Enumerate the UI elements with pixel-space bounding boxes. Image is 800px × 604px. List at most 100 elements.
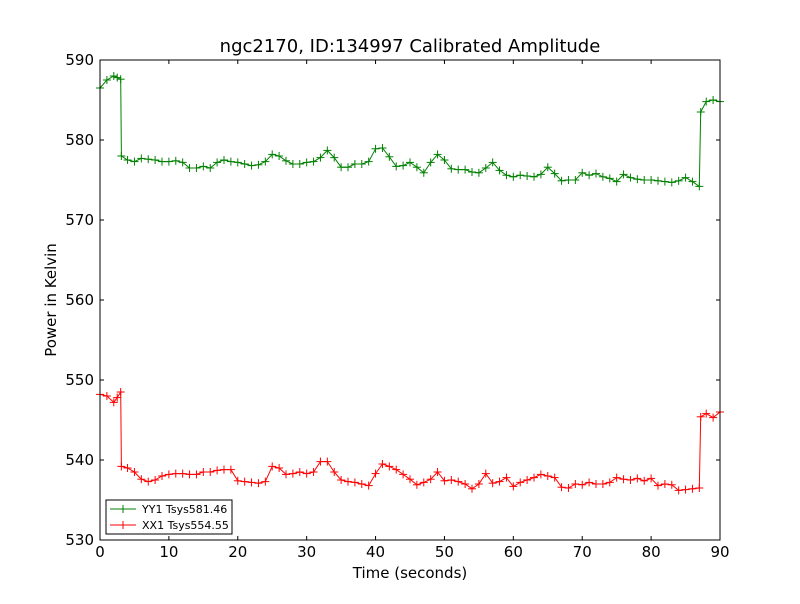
data-point-yy1 (419, 168, 428, 177)
data-point-xx1 (571, 480, 580, 488)
data-point-xx1 (619, 475, 628, 484)
legend: YY1 Tsys581.46 XX1 Tsys554.55 (105, 499, 233, 535)
data-point-yy1 (571, 176, 580, 184)
data-point-xx1 (192, 470, 201, 479)
data-point-yy1 (164, 157, 173, 166)
data-point-yy1 (323, 146, 332, 155)
data-point-xx1 (481, 469, 490, 478)
data-point-yy1 (309, 157, 318, 166)
series-layer (96, 72, 724, 495)
data-point-xx1 (640, 476, 649, 485)
data-point-xx1 (578, 480, 587, 489)
data-point-xx1 (605, 478, 614, 487)
data-point-yy1 (605, 174, 614, 183)
data-point-yy1 (226, 157, 235, 166)
data-point-xx1 (364, 481, 373, 490)
data-point-xx1 (302, 469, 311, 478)
data-point-xx1 (468, 484, 476, 493)
data-point-yy1 (275, 152, 284, 160)
data-point-xx1 (178, 469, 187, 478)
data-point-xx1 (440, 476, 449, 485)
data-point-xx1 (681, 485, 690, 494)
data-point-yy1 (647, 176, 656, 184)
data-point-xx1 (275, 464, 284, 472)
data-point-yy1 (433, 150, 442, 159)
data-point-xx1 (516, 478, 525, 487)
data-point-yy1 (261, 157, 270, 166)
data-point-xx1 (158, 472, 166, 480)
data-point-xx1 (488, 479, 497, 488)
data-point-yy1 (523, 172, 532, 180)
data-point-yy1 (385, 152, 394, 161)
data-point-yy1 (295, 160, 304, 168)
data-point-xx1 (226, 465, 235, 474)
data-point-yy1 (412, 163, 421, 172)
data-point-yy1 (447, 164, 456, 173)
data-point-yy1 (702, 97, 711, 106)
data-point-xx1 (254, 479, 263, 488)
data-point-xx1 (474, 480, 483, 488)
data-point-yy1 (488, 158, 497, 167)
data-point-xx1 (337, 476, 346, 484)
data-point-xx1 (688, 484, 697, 493)
data-point-xx1 (117, 462, 126, 471)
data-point-yy1 (406, 158, 414, 167)
data-point-yy1 (619, 170, 628, 179)
x-tick-label: 30 (297, 543, 316, 561)
data-point-yy1 (550, 169, 559, 178)
data-point-xx1 (399, 470, 408, 479)
data-point-xx1 (185, 470, 194, 479)
data-point-yy1 (598, 172, 607, 181)
data-point-xx1 (268, 462, 277, 471)
data-point-xx1 (667, 480, 676, 489)
data-point-xx1 (461, 480, 470, 488)
data-point-xx1 (137, 475, 146, 484)
data-point-yy1 (440, 156, 449, 164)
data-point-xx1 (240, 477, 249, 486)
data-point-xx1 (199, 468, 208, 476)
data-point-yy1 (557, 176, 566, 185)
data-point-yy1 (254, 160, 263, 169)
data-point-xx1 (550, 473, 559, 482)
data-point-yy1 (123, 156, 132, 164)
data-point-yy1 (357, 160, 366, 168)
data-point-xx1 (247, 478, 256, 487)
data-point-xx1 (392, 465, 401, 474)
data-point-xx1 (151, 476, 160, 484)
data-point-xx1 (509, 482, 518, 491)
data-point-yy1 (481, 164, 490, 172)
data-point-yy1 (495, 166, 504, 175)
data-point-yy1 (144, 155, 153, 164)
x-tick-label: 60 (504, 543, 523, 561)
x-tick-label: 90 (710, 543, 729, 561)
data-point-yy1 (688, 177, 697, 186)
data-point-xx1 (654, 481, 662, 490)
data-point-yy1 (178, 158, 187, 167)
y-tick-label: 530 (65, 531, 94, 549)
x-axis-label: Time (seconds) (352, 564, 468, 582)
data-point-yy1 (461, 165, 470, 174)
data-point-yy1 (199, 162, 208, 171)
data-point-xx1 (592, 480, 600, 488)
data-point-yy1 (117, 152, 126, 160)
y-tick-label: 550 (65, 371, 94, 389)
data-point-yy1 (240, 160, 249, 168)
data-point-xx1 (419, 478, 428, 487)
data-point-yy1 (633, 175, 642, 184)
legend-label-xx1: XX1 Tsys554.55 (142, 519, 229, 532)
data-point-xx1 (385, 462, 394, 471)
x-tick-label: 80 (642, 543, 661, 561)
data-point-xx1 (523, 476, 532, 484)
data-point-yy1 (696, 108, 705, 116)
data-point-yy1 (364, 157, 373, 166)
data-point-yy1 (474, 168, 483, 177)
data-point-xx1 (171, 469, 180, 478)
data-point-xx1 (213, 466, 222, 475)
data-point-yy1 (454, 165, 463, 174)
y-tick-label: 580 (65, 131, 94, 149)
x-tick-label: 10 (159, 543, 178, 561)
data-point-yy1 (709, 96, 718, 104)
data-point-xx1 (109, 398, 118, 407)
y-tick-label: 540 (65, 451, 94, 469)
y-tick-label: 590 (65, 51, 94, 69)
